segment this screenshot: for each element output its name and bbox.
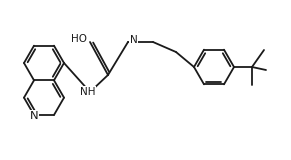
Text: N: N (30, 111, 38, 121)
Text: HO: HO (71, 34, 87, 44)
Text: NH: NH (80, 87, 96, 97)
Text: N: N (130, 35, 138, 45)
